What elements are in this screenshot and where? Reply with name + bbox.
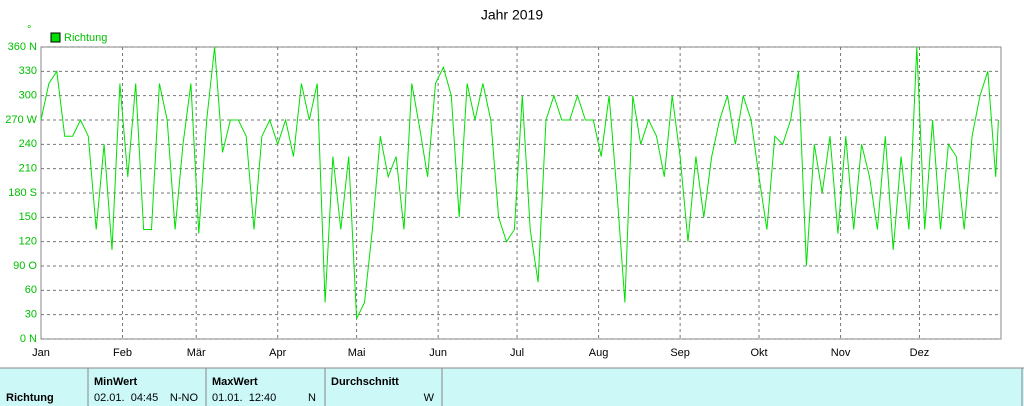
row-label: Richtung <box>6 392 54 404</box>
col-header: Durchschnitt <box>331 376 399 388</box>
y-tick-label: 150 <box>19 211 37 223</box>
x-tick-label: Feb <box>113 347 132 359</box>
x-tick-label: Dez <box>910 347 930 359</box>
x-tick-label: Apr <box>269 347 286 359</box>
data-line <box>40 46 999 319</box>
y-tick-label: 330 <box>19 65 37 77</box>
legend-label: Richtung <box>64 32 107 44</box>
min-time: 02.01. 04:45 <box>94 392 158 404</box>
x-tick-label: Nov <box>831 347 851 359</box>
x-tick-label: Aug <box>589 347 609 359</box>
chart-title: Jahr 2019 <box>481 7 543 23</box>
y-tick-label: 0 N <box>20 333 37 345</box>
x-tick-label: Sep <box>670 347 690 359</box>
min-direction: N-NO <box>170 392 199 404</box>
y-tick-label: 240 <box>19 138 37 150</box>
x-tick-label: Okt <box>750 347 767 359</box>
y-tick-label: 300 <box>19 90 37 102</box>
y-tick-label: 90 O <box>13 260 37 272</box>
y-tick-label: 270 W <box>5 114 37 126</box>
y-unit: ° <box>27 24 31 36</box>
legend-swatch <box>50 32 61 43</box>
y-tick-label: 30 <box>25 309 37 321</box>
x-tick-label: Mai <box>348 347 366 359</box>
y-tick-label: 360 N <box>8 41 37 53</box>
max-time: 01.01. 12:40 <box>212 392 276 404</box>
x-tick-label: Mär <box>187 347 206 359</box>
x-tick-label: Jan <box>32 347 50 359</box>
x-tick-label: Jul <box>510 347 524 359</box>
footer <box>0 368 1024 406</box>
y-tick-label: 180 S <box>8 187 37 199</box>
y-tick-label: 210 <box>19 163 37 175</box>
max-direction: N <box>308 392 316 404</box>
y-tick-label: 120 <box>19 236 37 248</box>
col-header: MinWert <box>94 376 138 388</box>
y-tick-label: 60 <box>25 284 37 296</box>
col-header: MaxWert <box>212 376 258 388</box>
x-tick-label: Jun <box>429 347 447 359</box>
avg-direction: W <box>424 392 435 404</box>
